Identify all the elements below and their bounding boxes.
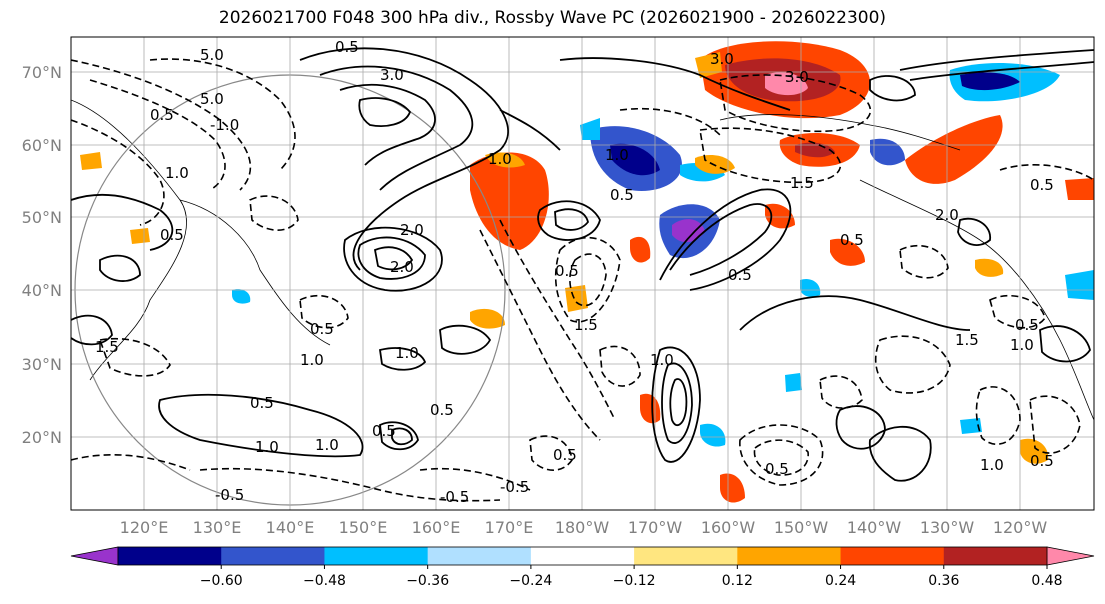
colorbar-right-extension [1046,546,1095,566]
gridlines [71,37,1094,510]
colorbar-segment [324,547,429,565]
contour-label: 1.5 [955,331,979,349]
negative-contours [71,58,1094,502]
contour-label: 1.0 [165,164,189,182]
contour-label: 3.0 [710,50,734,68]
contour-label: -0.5 [440,488,469,506]
contour-label: 1.5 [790,174,814,192]
contour-label: 0.5 [160,226,184,244]
lon-label: 180°W [555,518,610,537]
contour-label: 3.0 [785,68,809,86]
contour-label: 0.5 [250,394,274,412]
contour-label: 0.5 [553,446,577,464]
lon-label: 160°W [701,518,756,537]
contour-labels: 3.0 5.0 1.0 0.5 1.5 2.0 0.5 1.0 0.5 1.0 … [95,38,1054,506]
colorbar-segment [221,547,325,565]
contour-label: 1.5 [95,338,119,356]
colorbar-tick-label: −0.12 [613,573,656,589]
contour-label: 0.5 [310,320,334,338]
lat-label: 60°N [22,136,62,155]
colorbar-segment [530,547,635,565]
contour-label: 0.5 [1030,176,1054,194]
contour-label: 1.0 [605,146,629,164]
contour-label: -1.0 [210,116,239,134]
contour-label: 0.5 [372,422,396,440]
lon-label: 120°E [120,518,169,537]
colorbar-tick-label: 0.12 [722,573,753,589]
contour-label: 0.5 [1030,452,1054,470]
colorbar-tick-label: −0.36 [406,573,449,589]
colorbar-tick-label: 0.48 [1031,573,1062,589]
map-frame [70,36,1095,511]
map-area: 3.0 5.0 1.0 0.5 1.5 2.0 0.5 1.0 0.5 1.0 … [71,37,1094,510]
contour-label: 0.5 [1015,316,1039,334]
lon-label: 140°W [847,518,902,537]
page-title: 2026021700 F048 300 hPa div., Rossby Wav… [218,8,887,28]
contour-label: 2.0 [935,206,959,224]
contour-label: 0.5 [765,460,789,478]
lat-label: 40°N [22,281,62,300]
lat-label: 50°N [22,208,62,227]
colorbar-segment [737,547,842,565]
lon-label: 150°E [339,518,388,537]
contour-label: 5.0 [200,90,224,108]
contour-label: -0.5 [500,478,529,496]
contour-label: 1.0 [315,436,339,454]
coastlines [71,99,1094,421]
colorbar-tick-label: 0.24 [825,573,856,589]
contour-label: 3.0 [380,66,404,84]
lon-label: 120°W [993,518,1048,537]
colorbar-left-extension [70,546,119,566]
contour-label: 1.0 [980,456,1004,474]
colorbar-segment [840,547,945,565]
lat-label: 70°N [22,63,62,82]
colorbar-tick-label: −0.24 [509,573,552,589]
contour-label: 0.5 [840,231,864,249]
colorbar-segment [943,547,1048,565]
lon-label: 140°E [266,518,315,537]
contour-label: 0.5 [610,186,634,204]
contour-label: 1.0 [1010,336,1034,354]
colorbar-segment [118,547,222,565]
contour-label: 1.0 [395,344,419,362]
colorbar-tick-label: −0.60 [200,573,243,589]
contour-label: 1.0 [488,150,512,168]
contour-label: 2.0 [390,258,414,276]
contour-label: 1.5 [574,316,598,334]
colorbar: −0.60 −0.48 −0.36 −0.24 −0.12 0.12 0.24 0.36 0.4… [70,546,1095,589]
contour-label: 0.5 [335,38,359,56]
contour-label: 0.5 [728,266,752,284]
contour-label: 0.5 [150,106,174,124]
colorbar-segment [634,547,738,565]
lat-label: 30°N [22,355,62,374]
positive-contours [71,47,1094,482]
lon-label: 170°E [485,518,534,537]
lon-label: 130°E [193,518,242,537]
colorbar-tick-label: 0.36 [928,573,959,589]
colorbar-segment [427,547,532,565]
lat-label: 20°N [22,428,62,447]
contour-label: 0.5 [430,401,454,419]
lon-label: 130°W [920,518,975,537]
contour-label: 1.0 [255,438,279,456]
colorbar-tick-label: −0.48 [303,573,346,589]
lon-label: 160°E [412,518,461,537]
latitude-labels: 70°N 60°N 50°N 40°N 30°N 20°N [22,63,62,447]
contour-label: 1.0 [650,351,674,369]
contour-label: -0.5 [215,486,244,504]
colorbar-frame [117,546,1048,566]
contour-label: 1.0 [300,351,324,369]
lon-label: 170°W [628,518,683,537]
longitude-labels: 120°E 130°E 140°E 150°E 160°E 170°E 180°… [120,518,1048,537]
contour-label: 5.0 [200,46,224,64]
lon-label: 150°W [774,518,829,537]
contour-label: 2.0 [400,221,424,239]
contour-label: 0.5 [555,262,579,280]
